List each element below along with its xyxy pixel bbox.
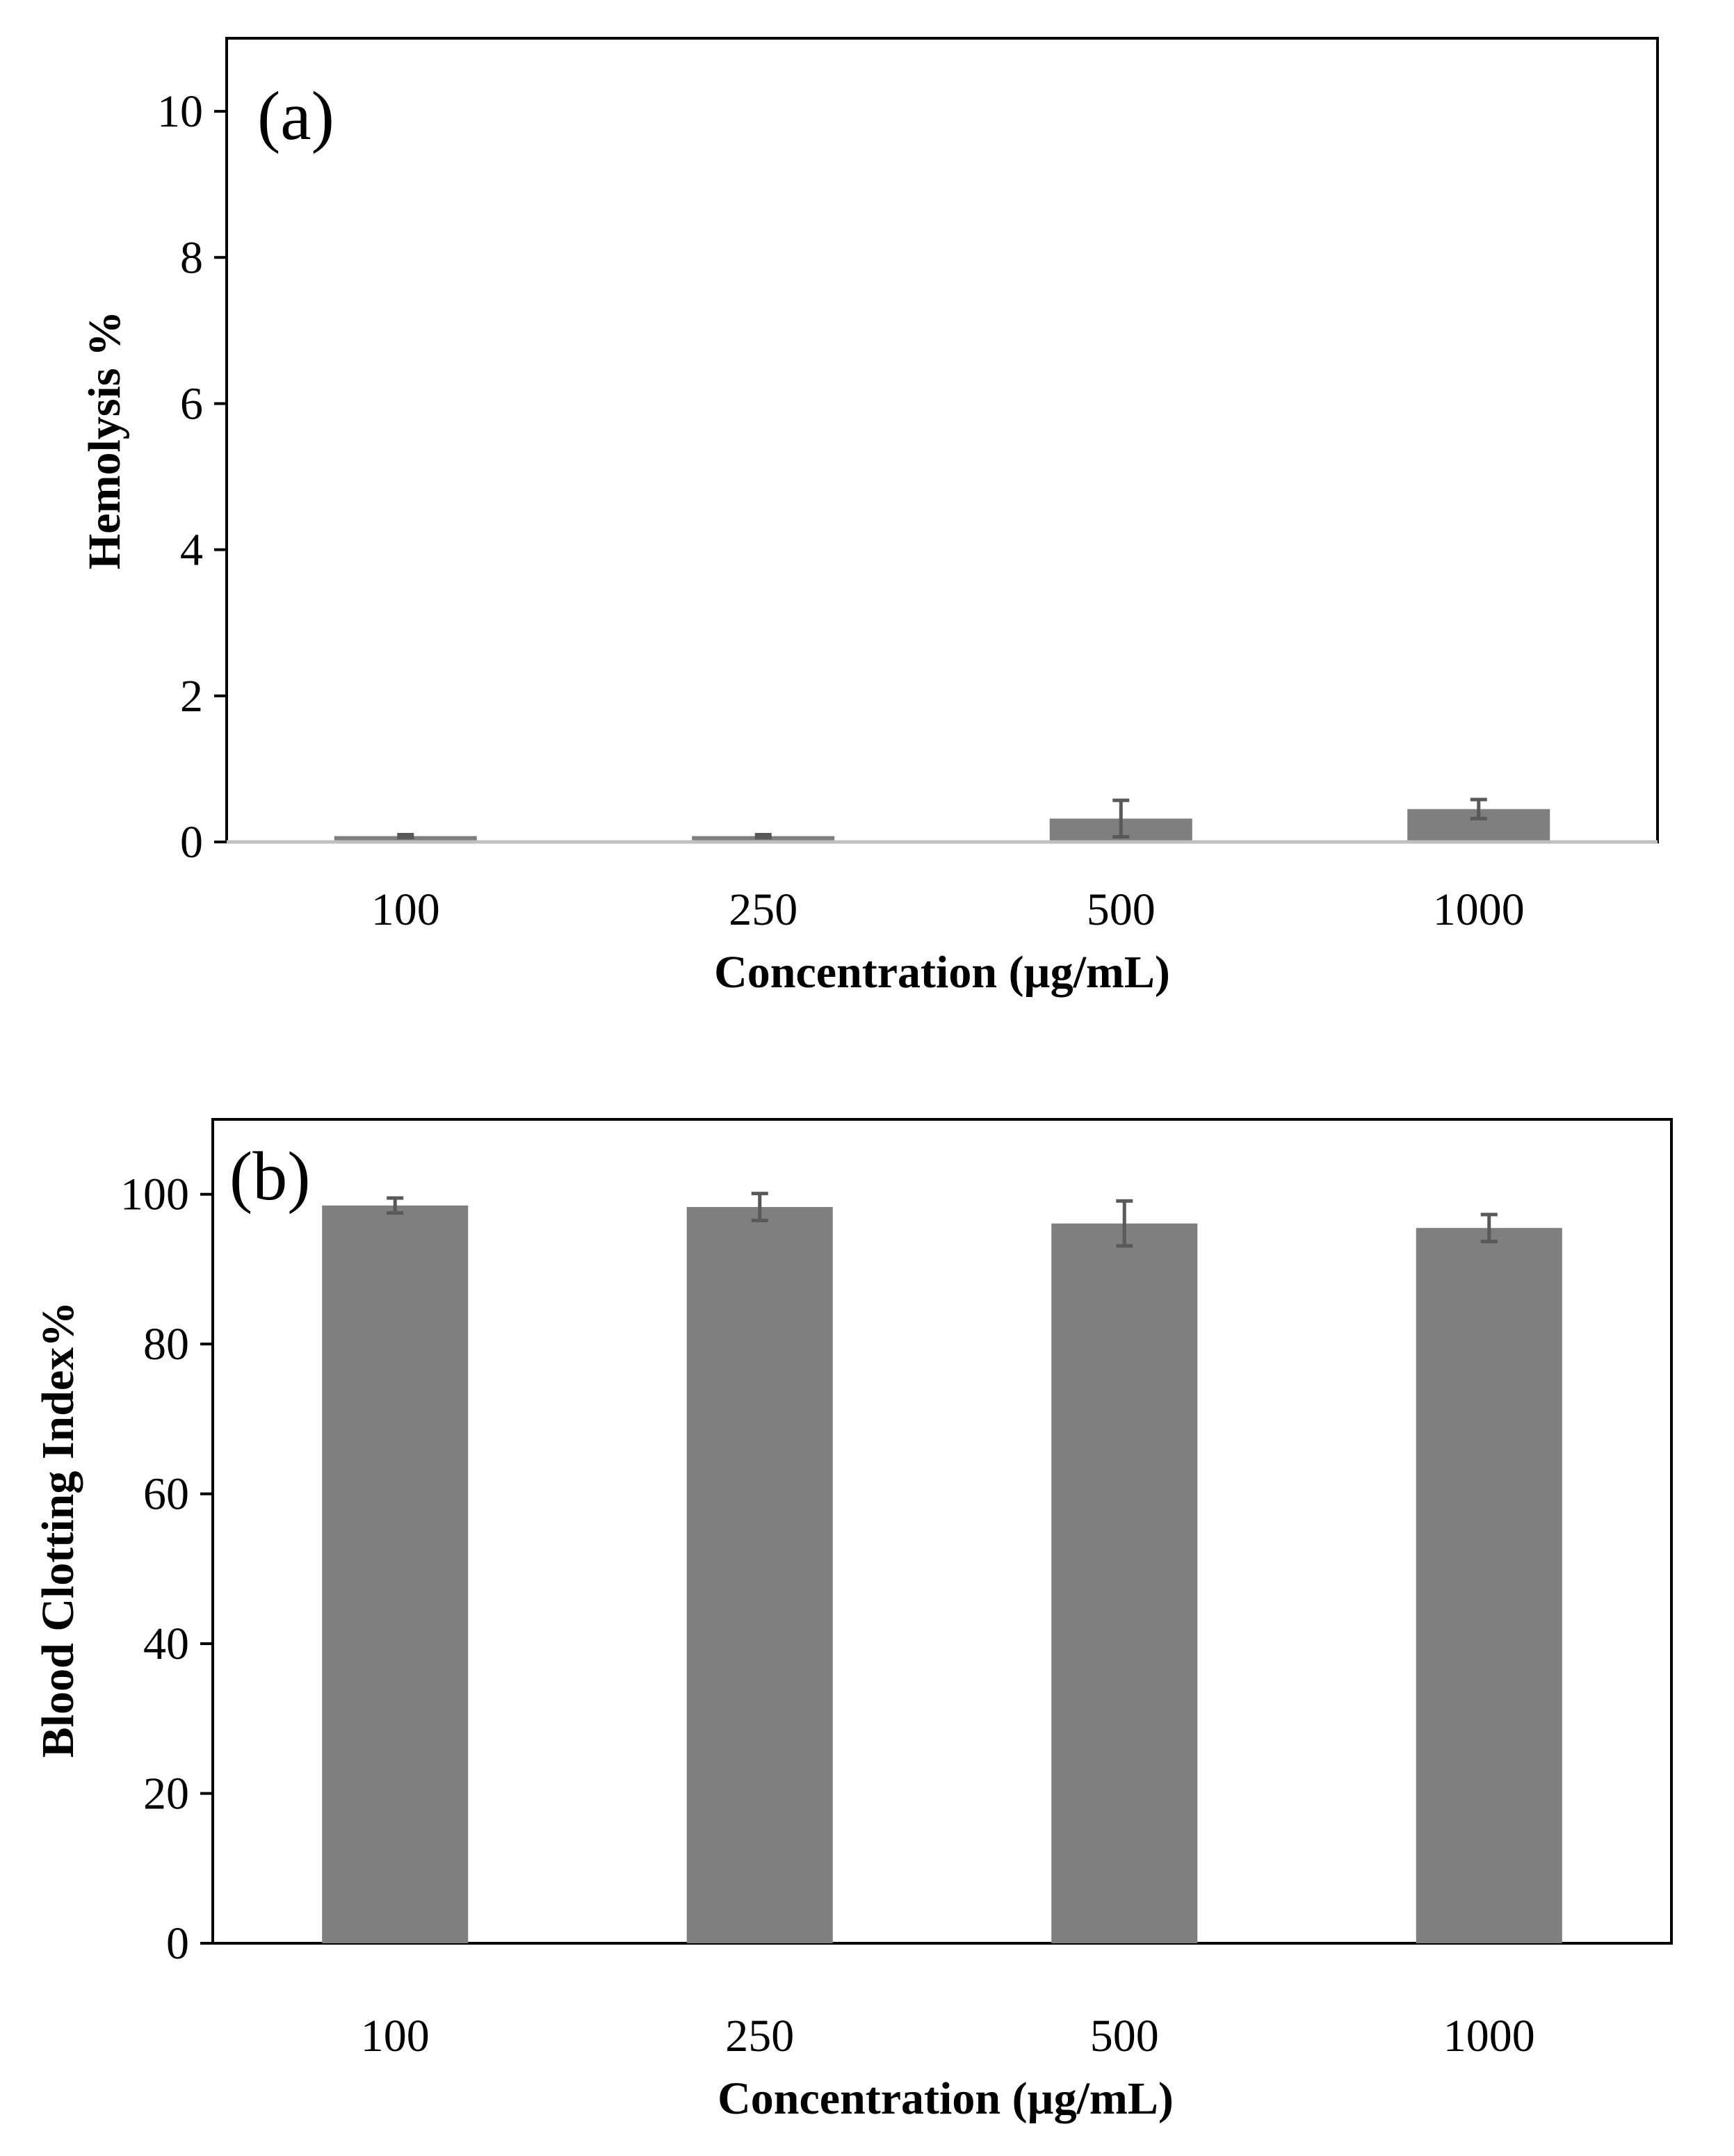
- y-tick-label: 0: [180, 817, 203, 868]
- bar-100: [322, 1205, 469, 1943]
- y-tick-label: 10: [157, 86, 203, 137]
- x-tick-group: 100 250 500 1000: [361, 2011, 1535, 2061]
- error-bar-group: [387, 1192, 1498, 1248]
- y-tick-label: 60: [143, 1469, 189, 1520]
- error-bar-500: [1112, 798, 1130, 839]
- error-bar-group: [397, 797, 1487, 840]
- x-tick-label: 100: [361, 2011, 430, 2061]
- y-tick-label: 20: [143, 1769, 189, 1819]
- panel-label: (b): [229, 1137, 311, 1215]
- bar-500: [1051, 1223, 1198, 1943]
- x-tick-group: 100 250 500 1000: [371, 884, 1525, 935]
- x-tick-label: 1000: [1443, 2011, 1535, 2061]
- y-axis-title: Blood Clotting Index%: [33, 1302, 83, 1758]
- x-tick-label: 1000: [1433, 884, 1525, 935]
- y-tick-label: 100: [120, 1169, 189, 1220]
- y-tick-label: 4: [180, 525, 203, 576]
- y-tick-label: 0: [166, 1918, 189, 1969]
- x-tick-label: 250: [725, 2011, 794, 2061]
- y-tick-label: 80: [143, 1319, 189, 1370]
- y-tick-group: 0 20 40 60 80 100: [120, 1169, 213, 1969]
- hemolysis-panel: 0 2 4 6 8 10 100 250 500 1000 (a) Hemolysis % Co…: [79, 37, 1659, 998]
- x-tick-label: 500: [1090, 2011, 1159, 2061]
- plot-frame: [211, 1118, 1673, 1945]
- error-bar-500: [1116, 1199, 1133, 1248]
- y-tick-label: 40: [143, 1619, 189, 1669]
- x-tick-label: 500: [1087, 884, 1156, 935]
- y-tick-label: 6: [180, 378, 203, 429]
- error-bar-100: [387, 1196, 404, 1215]
- y-axis-title: Hemolysis %: [79, 311, 130, 569]
- plot-frame: [225, 37, 1659, 843]
- y-tick-group: 0 2 4 6 8 10: [157, 86, 227, 868]
- y-tick-label: 2: [180, 671, 203, 722]
- error-bar-250: [751, 1192, 768, 1222]
- x-tick-label: 100: [371, 884, 440, 935]
- error-bar-250: [754, 832, 772, 840]
- panel-label: (a): [257, 77, 334, 154]
- blood-clotting-panel: 0 20 40 60 80 100 100 250 500 1000 (b) Blood Clo…: [33, 1118, 1673, 2124]
- x-axis-title: Concentration (µg/mL): [718, 2073, 1174, 2124]
- bar-group: [322, 1205, 1562, 1943]
- x-tick-label: 250: [729, 884, 797, 935]
- error-bar-1000: [1480, 1213, 1498, 1244]
- bar-250: [686, 1207, 833, 1943]
- bar-group: [227, 809, 1658, 844]
- y-tick-label: 8: [180, 232, 203, 283]
- error-bar-1000: [1470, 797, 1487, 820]
- bar-1000: [1416, 1228, 1562, 1943]
- x-axis-title: Concentration (µg/mL): [714, 947, 1170, 998]
- error-bar-100: [397, 832, 414, 840]
